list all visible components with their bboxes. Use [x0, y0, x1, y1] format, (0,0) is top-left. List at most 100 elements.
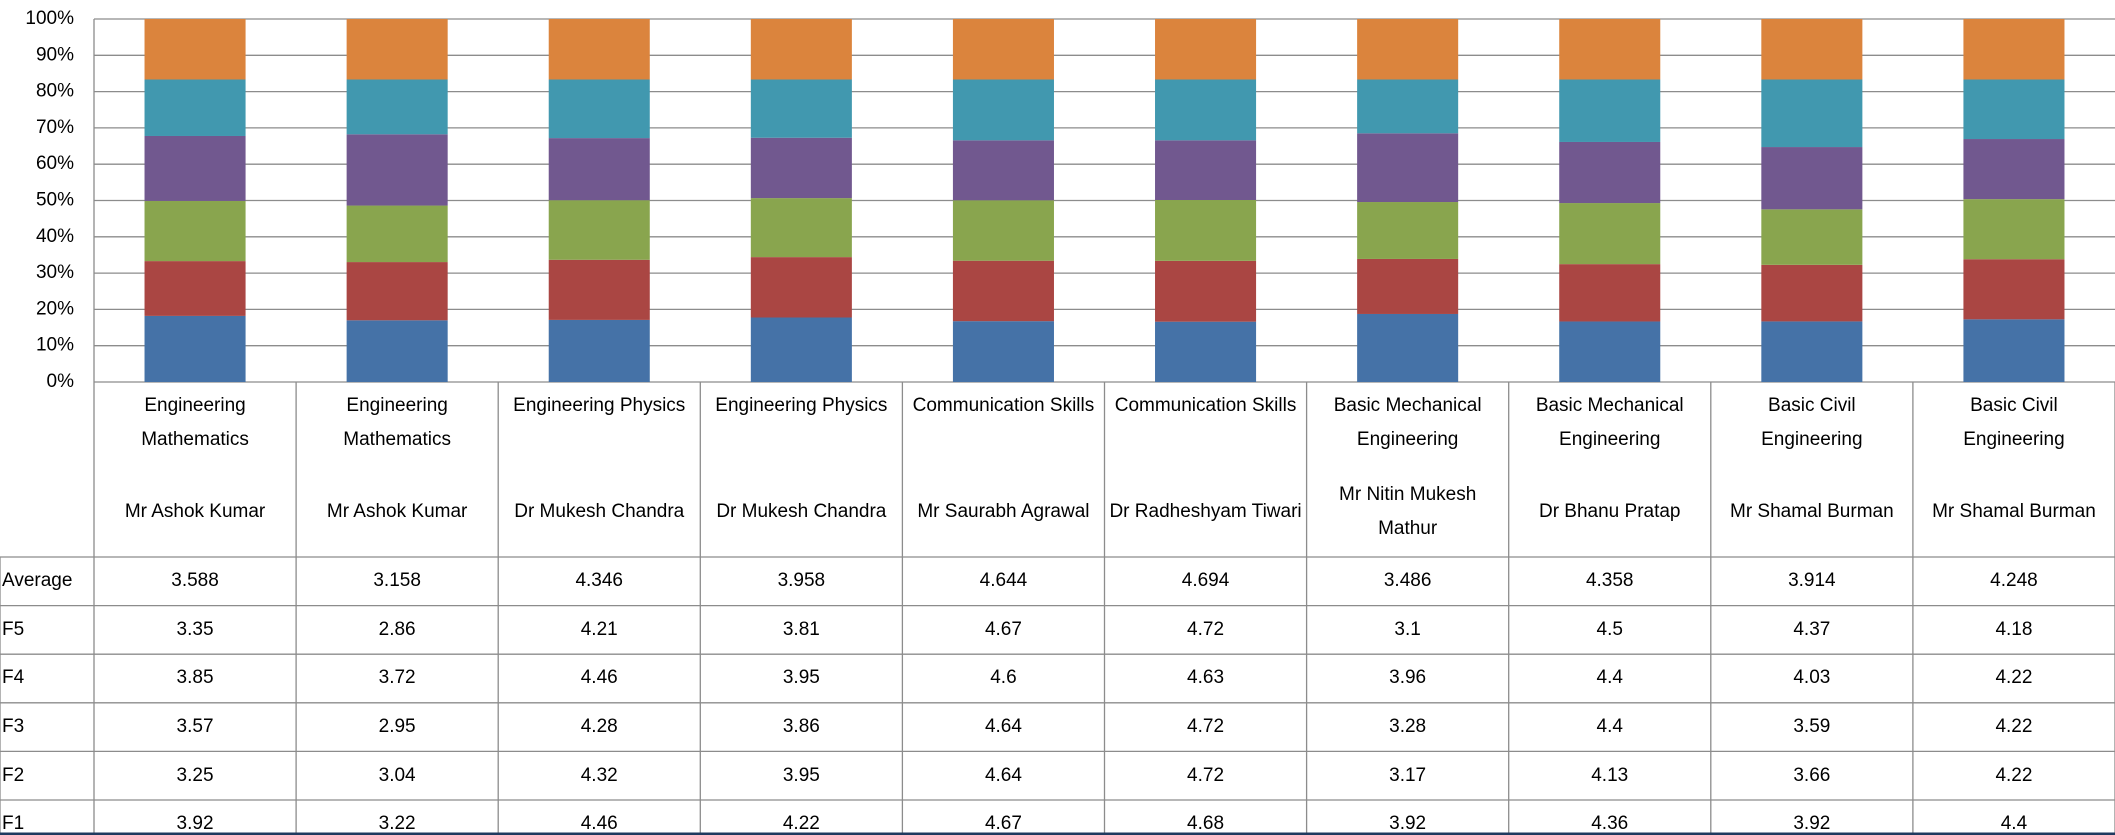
- y-tick-label: 20%: [36, 298, 74, 319]
- category-teacher: Mr Ashok Kumar: [124, 501, 266, 522]
- table-value: 4.13: [1591, 764, 1629, 786]
- category-teacher: Dr Bhanu Pratap: [1538, 501, 1681, 522]
- category-subject: Basic Mechanical Engineering: [1535, 395, 1684, 450]
- table-value: 3.158: [373, 570, 421, 592]
- bar-segment: [750, 198, 852, 258]
- bar-segment: [1559, 79, 1661, 142]
- bar-segment: [1559, 141, 1661, 204]
- category-teacher: Mr Ashok Kumar: [326, 501, 468, 522]
- table-value: 4.4: [2000, 813, 2028, 835]
- table-value: 3.95: [782, 667, 820, 689]
- table-value: 4.46: [580, 667, 618, 689]
- table-value: 4.21: [580, 618, 618, 640]
- bar-segment: [1357, 258, 1459, 314]
- bar-segment: [548, 79, 650, 139]
- bar-segment: [1761, 79, 1863, 148]
- bar-segment: [1963, 79, 2065, 140]
- table-value: 3.57: [176, 716, 214, 738]
- table-value: 3.81: [782, 618, 820, 640]
- bar-segment: [1761, 264, 1863, 322]
- table-value: 3.35: [176, 618, 214, 640]
- table-value: 3.28: [1389, 716, 1427, 738]
- table-value: 3.04: [378, 764, 416, 786]
- y-tick-label: 40%: [36, 226, 74, 247]
- y-tick-label: 0%: [47, 371, 75, 392]
- category-teacher: Mr Shamal Burman: [1730, 501, 1894, 522]
- y-tick-label: 100%: [25, 8, 74, 29]
- table-value: 3.1: [1394, 618, 1421, 640]
- table-value: 4.36: [1591, 813, 1629, 835]
- table-value: 3.96: [1389, 667, 1427, 689]
- bar-segment: [1155, 19, 1257, 80]
- bar-segment: [1963, 199, 2065, 260]
- bar-segment: [750, 317, 852, 382]
- category-teacher: Dr Mukesh Chandra: [716, 501, 887, 522]
- table-value: 3.25: [176, 764, 214, 786]
- y-tick-label: 10%: [36, 335, 74, 356]
- table-value: 4.22: [1995, 764, 2033, 786]
- y-tick-label: 90%: [36, 44, 74, 65]
- bar-segment: [346, 19, 448, 80]
- table-value: 3.66: [1793, 764, 1831, 786]
- bar-segment: [1761, 209, 1863, 265]
- table-value: 4.22: [782, 813, 820, 835]
- bar-segment: [952, 79, 1054, 141]
- bar-segment: [750, 19, 852, 80]
- bar-segment: [1357, 19, 1459, 80]
- bar-segment: [346, 134, 448, 206]
- category-subject: Communication Skills: [1114, 395, 1297, 416]
- table-value: 4.358: [1585, 570, 1634, 592]
- bar-segment: [346, 205, 448, 263]
- bar-segment: [1357, 202, 1459, 259]
- table-value: 4.46: [580, 813, 618, 835]
- bar-segment: [1761, 321, 1863, 382]
- category-teacher: Dr Mukesh Chandra: [514, 501, 685, 522]
- category-teacher: Mr Nitin Mukesh Mathur: [1339, 484, 1477, 539]
- bar-segment: [952, 200, 1054, 261]
- bar-segment: [1963, 139, 2065, 200]
- row-label: Average: [2, 570, 73, 592]
- table-value: 4.67: [984, 618, 1022, 640]
- y-tick-label: 30%: [36, 262, 74, 283]
- bar-segment: [548, 259, 650, 320]
- bar-segment: [144, 261, 246, 316]
- table-value: 3.22: [378, 813, 416, 835]
- table-value: 4.63: [1187, 667, 1225, 689]
- table-value: 3.72: [378, 667, 416, 689]
- bar-segment: [1155, 140, 1257, 201]
- table-value: 3.59: [1793, 716, 1831, 738]
- bar-segment: [1963, 319, 2065, 382]
- table-value: 4.03: [1793, 667, 1831, 689]
- table-value: 3.92: [176, 813, 214, 835]
- bar-segment: [144, 315, 246, 382]
- table-value: 3.486: [1383, 570, 1432, 592]
- category-subject: Communication Skills: [912, 395, 1095, 416]
- bar-segment: [144, 135, 246, 201]
- table-value: 4.22: [1995, 716, 2033, 738]
- table-value: 4.72: [1187, 764, 1225, 786]
- bar-segment: [952, 140, 1054, 201]
- bar-segment: [1559, 321, 1661, 382]
- y-tick-label: 60%: [36, 153, 74, 174]
- table-value: 4.6: [990, 667, 1017, 689]
- table-value: 4.68: [1187, 813, 1225, 835]
- table-value: 4.72: [1187, 716, 1225, 738]
- table-value: 4.346: [575, 570, 623, 592]
- table-value: 3.85: [176, 667, 214, 689]
- table-value: 3.92: [1389, 813, 1427, 835]
- table-value: 3.17: [1389, 764, 1427, 786]
- bar-segment: [346, 262, 448, 321]
- category-subject: Basic Civil Engineering: [1761, 395, 1863, 450]
- bar-segment: [548, 138, 650, 201]
- bar-segment: [144, 19, 246, 80]
- table-value: 2.86: [378, 618, 416, 640]
- table-value: 3.914: [1788, 570, 1836, 592]
- bar-segment: [1155, 260, 1257, 322]
- bar-segment: [1963, 259, 2065, 320]
- row-label: F4: [2, 667, 25, 689]
- bar-segment: [346, 320, 448, 382]
- bar-segment: [1761, 147, 1863, 210]
- table-value: 4.67: [984, 813, 1022, 835]
